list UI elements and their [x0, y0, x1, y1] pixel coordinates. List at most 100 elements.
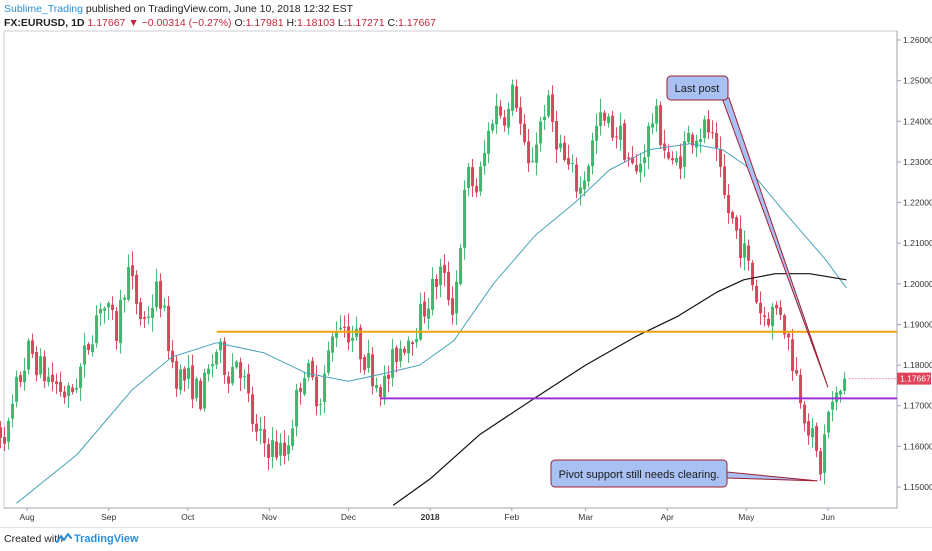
candle-body — [547, 95, 551, 117]
ma-slow-line — [392, 273, 847, 506]
ohlc-line: FX:EURUSD, 1D 1.17667 ▼ −0.00314 (−0.27%… — [4, 17, 436, 29]
candle-body — [335, 330, 339, 338]
candle-body — [291, 428, 295, 446]
y-tick-label: 1.18000 — [903, 360, 932, 370]
down-arrow-icon: ▼ — [128, 17, 139, 29]
candle-body — [231, 366, 235, 384]
x-tick-label: Dec — [341, 512, 357, 522]
candle-body — [839, 390, 843, 395]
candle-body — [203, 372, 207, 409]
candle-body — [43, 356, 47, 382]
candle-body — [695, 140, 699, 148]
candle-body — [527, 141, 531, 164]
candle-body — [259, 428, 263, 431]
candle-body — [779, 307, 783, 315]
candle-body — [31, 340, 35, 354]
candle-body — [467, 166, 471, 188]
symbol-label[interactable]: FX:EURUSD, 1D — [4, 17, 85, 29]
candle-body — [75, 387, 79, 390]
candle-body — [15, 376, 19, 402]
candle-body — [631, 157, 635, 164]
candle-body — [759, 302, 763, 314]
close-value: 1.17667 — [398, 17, 436, 29]
candle-body — [823, 434, 827, 473]
candle-body — [91, 344, 95, 353]
high-value: 1.18103 — [296, 17, 335, 29]
candle-body — [675, 157, 679, 163]
candle-body — [191, 365, 195, 400]
candle-body — [251, 394, 255, 425]
candle-body — [339, 327, 343, 330]
candle-body — [767, 318, 771, 326]
candle-body — [263, 429, 267, 444]
candle-body — [115, 311, 119, 341]
tradingview-brand[interactable]: TradingView — [74, 533, 139, 545]
candle-body — [647, 125, 651, 157]
candle-body — [11, 403, 15, 419]
candle-body — [267, 443, 271, 458]
chart-header: Sublime_Trading published on TradingView… — [0, 0, 932, 30]
last-price: 1.17667 — [87, 17, 126, 29]
candle-body — [395, 347, 399, 363]
candle-body — [0, 427, 3, 438]
price-chart[interactable]: 1.15000 1.16000 1.17000 1.18000 1.19000 1.200… — [0, 0, 932, 527]
candle-body — [427, 308, 431, 319]
footer: Created with TradingView — [0, 527, 932, 551]
candle-body — [183, 368, 187, 381]
candle-body — [443, 264, 447, 273]
created-with-label: Created with — [4, 533, 63, 545]
candle-body — [595, 125, 599, 141]
candle-body — [431, 278, 435, 310]
y-tick-label: 1.20000 — [903, 279, 932, 289]
candle-body — [679, 156, 683, 169]
candle-body — [27, 340, 31, 370]
author-link[interactable]: Sublime_Trading — [4, 3, 83, 15]
candle-body — [7, 420, 11, 442]
candle-body — [591, 140, 595, 167]
candle-body — [699, 139, 703, 142]
candle-body — [819, 451, 823, 475]
candle-body — [599, 112, 603, 126]
candle-body — [63, 391, 67, 398]
candle-body — [167, 305, 171, 352]
candle-body — [603, 112, 607, 121]
candle-body — [811, 428, 815, 438]
candle-body — [307, 363, 311, 378]
y-tick-label: 1.25000 — [903, 76, 932, 86]
candle-body — [127, 266, 131, 300]
candle-body — [543, 116, 547, 121]
y-tick-label: 1.22000 — [903, 198, 932, 208]
open-label: O: — [234, 17, 246, 29]
candle-body — [587, 165, 591, 182]
candle-body — [123, 297, 127, 300]
candle-body — [19, 375, 23, 382]
candle-body — [455, 281, 459, 314]
candle-body — [3, 437, 7, 444]
candle-body — [439, 266, 443, 286]
candle-body — [755, 285, 759, 303]
candle-body — [635, 164, 639, 172]
candle-body — [239, 362, 243, 379]
x-tick-label: Mar — [578, 512, 593, 522]
candle-body — [555, 121, 559, 150]
candle-body — [207, 368, 211, 375]
candle-body — [803, 404, 807, 424]
candle-body — [347, 326, 351, 343]
candle-body — [331, 336, 335, 353]
low-value: 1.17271 — [346, 17, 385, 29]
candle-body — [147, 316, 151, 318]
candle-body — [715, 132, 719, 148]
candle-body — [719, 149, 723, 167]
tradingview-logo-icon — [56, 533, 72, 543]
candle-body — [111, 304, 115, 311]
candle-body — [563, 142, 567, 160]
candle-body — [359, 327, 363, 360]
low-label: L: — [337, 17, 347, 29]
candle-body — [119, 299, 123, 344]
candle-body — [151, 307, 155, 318]
candle-body — [379, 387, 383, 397]
candle-body — [195, 378, 199, 399]
candle-body — [787, 333, 791, 338]
close-label: C: — [387, 17, 399, 29]
candle-body — [363, 357, 367, 371]
